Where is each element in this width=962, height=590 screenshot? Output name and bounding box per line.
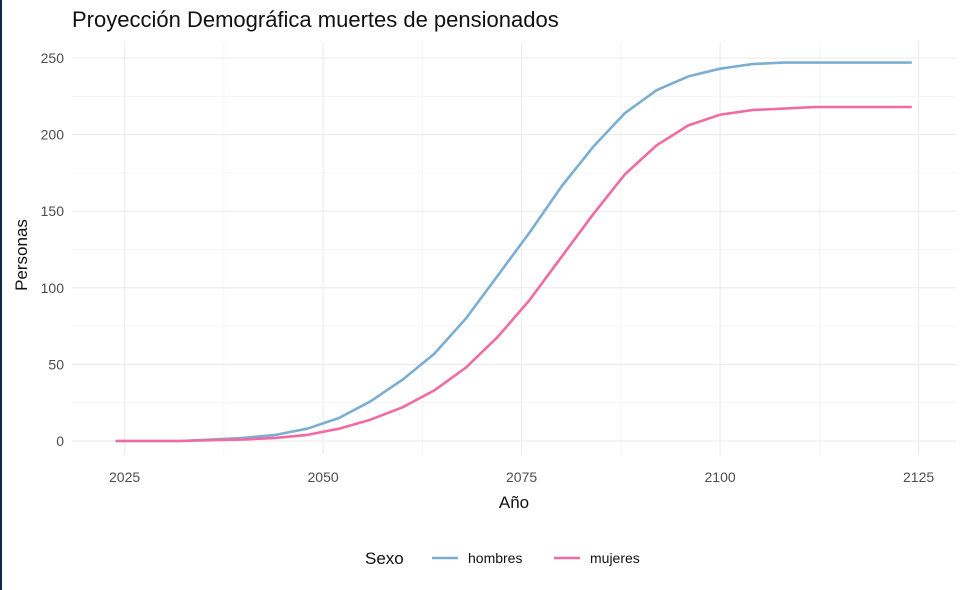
y-tick-label-4: 200 [41,127,65,143]
x-tick-label-4: 2125 [903,469,934,485]
series-line-mujeres [115,105,913,443]
x-tick-label-1: 2050 [308,469,339,485]
grid [72,42,956,455]
x-tick-label-3: 2100 [705,469,736,485]
chart-title: Proyección Demográfica muertes de pensio… [72,7,559,32]
legend-label-mujeres: mujeres [590,550,640,566]
tick-labels: 2025 2050 2075 2100 2125 0 50 100 150 200 250 [41,50,935,485]
window-edge [0,0,2,590]
legend-title: Sexo [365,549,404,568]
series-line-hombres [115,61,913,443]
legend-label-hombres: hombres [468,550,522,566]
y-axis-title: Personas [12,219,31,291]
y-tick-label-5: 250 [41,50,65,66]
x-tick-label-0: 2025 [109,469,140,485]
y-tick-label-3: 150 [41,203,65,219]
series-lines [115,61,913,443]
y-tick-label-2: 100 [41,280,65,296]
y-tick-label-0: 0 [56,433,64,449]
y-tick-label-1: 50 [48,356,64,372]
legend: Sexo hombres mujeres [365,549,640,568]
x-tick-label-2: 2075 [506,469,537,485]
x-axis-title: Año [499,493,529,512]
